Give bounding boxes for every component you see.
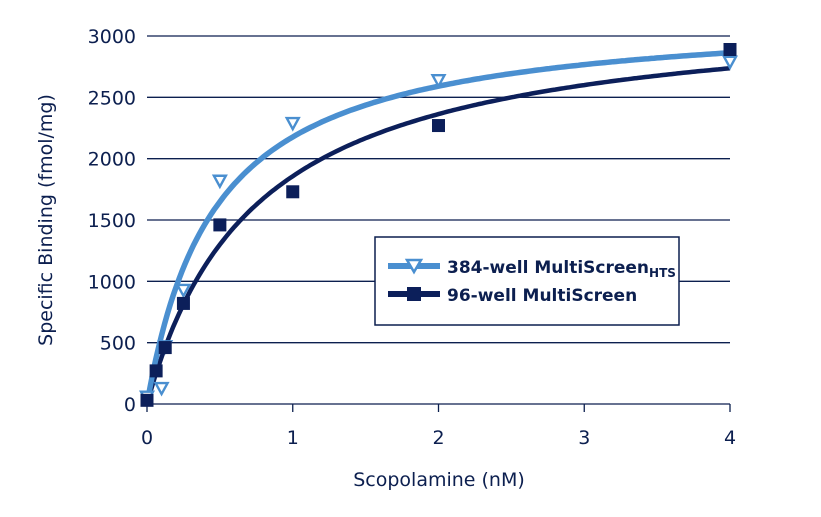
data-point-384-well xyxy=(153,381,170,397)
x-axis xyxy=(146,404,731,412)
x-tick-label: 4 xyxy=(724,427,736,449)
legend-item-96-well: 96-well MultiScreen xyxy=(388,286,637,306)
y-tick-label: 1500 xyxy=(88,210,136,232)
data-point-96-well xyxy=(723,42,737,56)
legend-label-96: 96-well MultiScreen xyxy=(447,286,637,306)
data-point-96-well xyxy=(176,296,190,310)
legend: 384-well MultiScreenHTS 96-well MultiScr… xyxy=(374,236,680,326)
y-tick-label: 2000 xyxy=(88,149,136,171)
square-marker-icon xyxy=(407,287,421,301)
fit-curve-96-well xyxy=(144,66,731,405)
data-point-96-well xyxy=(140,393,154,407)
data-point-384-well xyxy=(284,116,301,132)
y-tick-label: 1000 xyxy=(88,271,136,293)
data-point-384-well xyxy=(721,55,739,71)
fit-curves xyxy=(144,49,731,405)
y-tick-label: 3000 xyxy=(88,26,136,48)
legend-box xyxy=(374,236,680,326)
legend-item-384-well: 384-well MultiScreenHTS xyxy=(388,258,676,280)
data-point-96-well xyxy=(286,185,300,199)
data-point-384-well xyxy=(211,174,228,190)
y-tick-label: 500 xyxy=(100,333,136,355)
data-points xyxy=(138,42,739,407)
x-tick-label: 0 xyxy=(141,427,153,449)
data-point-96-well xyxy=(158,341,172,355)
y-tick-label: 2500 xyxy=(88,87,136,109)
y-axis-title: Specific Binding (fmol/mg) xyxy=(35,94,57,346)
x-tick-label: 3 xyxy=(578,427,590,449)
data-point-96-well xyxy=(432,119,445,133)
data-point-384-well xyxy=(175,283,192,299)
x-tick-label: 2 xyxy=(432,427,444,449)
data-point-96-well xyxy=(149,364,163,378)
gridlines xyxy=(147,35,730,405)
data-point-96-well xyxy=(213,218,227,232)
svg-text:384-well MultiScreenHTS: 384-well MultiScreenHTS xyxy=(447,258,676,280)
y-axis-tick-labels: 0 500 1000 1500 2000 2500 3000 xyxy=(88,26,136,416)
triangle-down-marker-icon xyxy=(404,258,424,275)
x-tick-label: 1 xyxy=(287,427,299,449)
data-point-384-well xyxy=(430,73,447,89)
legend-label-384: 384-well MultiScreen xyxy=(447,258,649,278)
x-axis-title: Scopolamine (nM) xyxy=(353,469,525,491)
x-axis-tick-labels: 0 1 2 3 4 xyxy=(141,427,736,449)
legend-label-384-subscript: HTS xyxy=(649,266,676,280)
y-tick-label: 0 xyxy=(124,394,136,416)
